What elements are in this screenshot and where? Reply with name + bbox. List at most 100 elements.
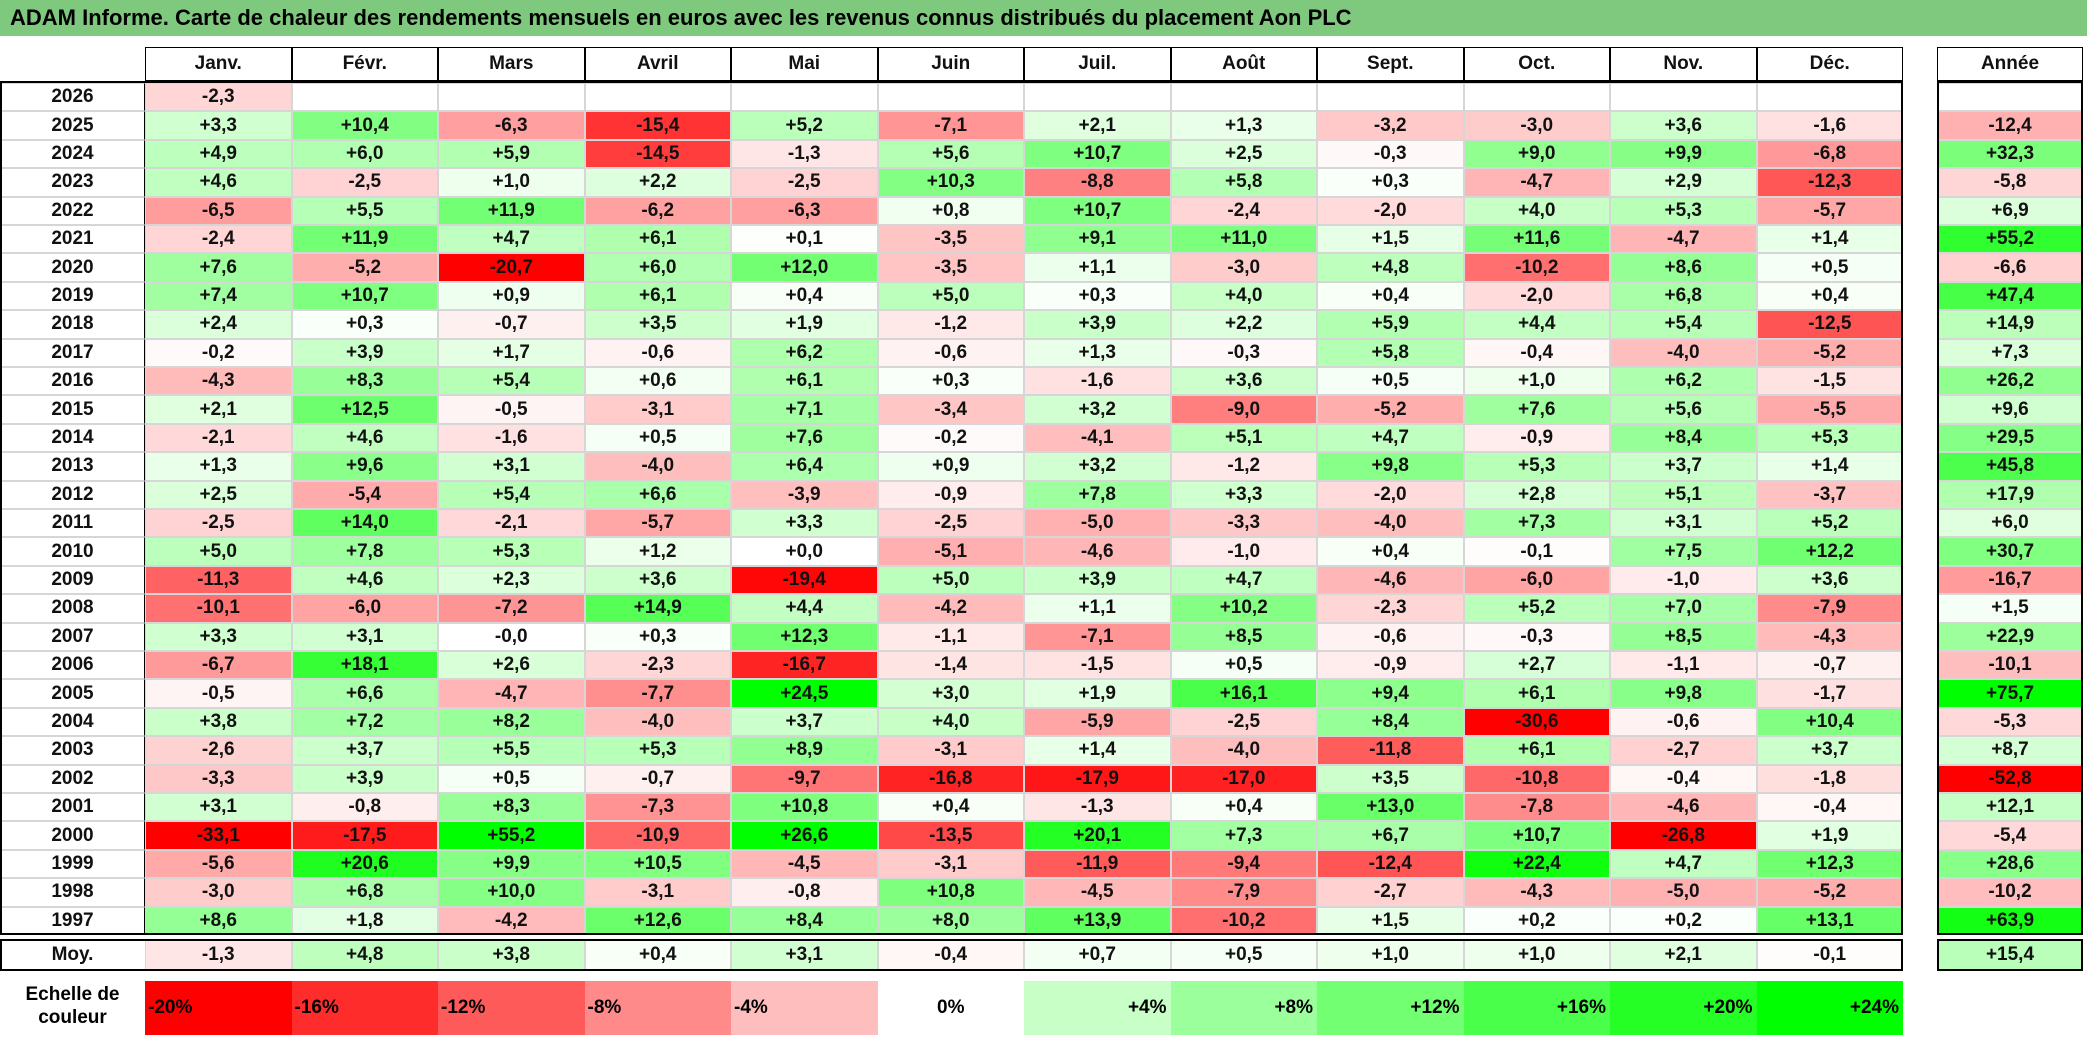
average-cell: +0,5	[1170, 939, 1317, 971]
annual-cell: +63,9	[1937, 906, 2083, 935]
heatmap-cell: +6,4	[731, 452, 878, 481]
heatmap-cell: -5,7	[584, 509, 731, 538]
heatmap-cell: -9,4	[1170, 849, 1317, 879]
average-cell: -1,3	[145, 939, 292, 971]
annual-cell: +32,3	[1937, 139, 2083, 169]
heatmap-cell: +8,2	[438, 707, 585, 737]
heatmap-cell: +1,4	[1756, 452, 1903, 481]
heatmap-cell: +9,0	[1463, 139, 1610, 169]
heatmap-cell: -3,1	[584, 878, 731, 907]
heatmap-cell: +1,9	[1024, 679, 1171, 708]
heatmap-cell: +3,1	[1610, 509, 1757, 538]
heatmap-cell: +10,5	[584, 849, 731, 879]
heatmap-cell: +8,0	[877, 906, 1024, 935]
heatmap-cell: -0,9	[1317, 651, 1464, 680]
heatmap-cell: +4,4	[1463, 310, 1610, 339]
heatmap-cell: +4,6	[145, 168, 292, 197]
heatmap-cell: -3,3	[1170, 509, 1317, 538]
heatmap-cell: -2,6	[145, 736, 292, 765]
heatmap-cell: +5,5	[438, 736, 585, 765]
heatmap-cell: -4,3	[1463, 878, 1610, 907]
heatmap-cell: +8,3	[291, 367, 438, 396]
heatmap-cell: +10,2	[1170, 594, 1317, 623]
heatmap-cell: +12,3	[731, 622, 878, 651]
heatmap-cell: -7,1	[877, 111, 1024, 140]
annual-header: Année	[1937, 47, 2083, 81]
heatmap-cell: -1,3	[731, 139, 878, 169]
heatmap-cell: -3,1	[584, 395, 731, 424]
heatmap-cell: +0,5	[1170, 651, 1317, 680]
heatmap-cell: +6,8	[1610, 281, 1757, 311]
heatmap-cell: +3,6	[584, 565, 731, 595]
heatmap-cell: +12,3	[1756, 849, 1903, 879]
heatmap-cell: +1,1	[1024, 253, 1171, 282]
heatmap-cell: -5,1	[877, 537, 1024, 566]
heatmap-cell: +8,4	[731, 906, 878, 935]
year-label: 2023	[0, 168, 145, 197]
heatmap-cell: -13,5	[877, 821, 1024, 850]
heatmap-cell: -0,3	[1170, 338, 1317, 367]
month-header: Mai	[731, 47, 878, 81]
heatmap-cell: +1,0	[438, 168, 585, 197]
heatmap-cell: -0,2	[145, 338, 292, 367]
heatmap-cell: -2,3	[145, 83, 292, 112]
heatmap-cell: +7,0	[1610, 594, 1757, 623]
heatmap-cell: +5,9	[438, 139, 585, 169]
heatmap-cell: -4,0	[584, 707, 731, 737]
heatmap-cell: -0,8	[731, 878, 878, 907]
heatmap-cell: +3,3	[145, 622, 292, 651]
year-label: 2017	[0, 338, 145, 367]
annual-cell: -5,8	[1937, 168, 2083, 197]
heatmap-cell: +0,9	[438, 281, 585, 311]
heatmap-cell: +1,4	[1756, 225, 1903, 254]
heatmap-cell: +5,2	[1463, 594, 1610, 623]
heatmap-cell: -10,8	[1463, 764, 1610, 793]
annual-cell: +47,4	[1937, 281, 2083, 311]
year-label: 2000	[0, 821, 145, 850]
heatmap-cell: +1,3	[1024, 338, 1171, 367]
heatmap-cell: -5,9	[1024, 707, 1171, 737]
heatmap-cell	[1610, 83, 1757, 112]
heatmap-cell: +5,0	[145, 537, 292, 566]
heatmap-cell: +11,6	[1463, 225, 1610, 254]
heatmap-cell: -3,0	[145, 878, 292, 907]
color-scale-label: Echelle de couleur	[25, 984, 120, 1028]
heatmap-cell: -16,7	[731, 651, 878, 680]
heatmap-cell: +8,3	[438, 793, 585, 822]
heatmap-cell: +3,9	[291, 764, 438, 793]
heatmap-cell: +2,4	[145, 310, 292, 339]
average-cell: +1,0	[1317, 939, 1464, 971]
heatmap-cell: +7,8	[1024, 480, 1171, 509]
heatmap-cell: +0,3	[291, 310, 438, 339]
heatmap-cell	[1463, 83, 1610, 112]
heatmap-cell: +12,6	[584, 906, 731, 935]
heatmap-cell: +5,0	[877, 281, 1024, 311]
month-header: Nov.	[1610, 47, 1757, 81]
heatmap-cell: -17,5	[291, 821, 438, 850]
heatmap-cell: -2,7	[1610, 736, 1757, 765]
heatmap-cell: -6,0	[1463, 565, 1610, 595]
heatmap-cell: -4,7	[438, 679, 585, 708]
year-label: 2015	[0, 395, 145, 424]
heatmap-cell: -2,1	[145, 423, 292, 453]
heatmap-cell: -12,5	[1756, 310, 1903, 339]
year-label: 2006	[0, 651, 145, 680]
heatmap-cell: +3,7	[1756, 736, 1903, 765]
color-scale-swatch: -16%	[291, 981, 438, 1035]
heatmap-cell: -1,7	[1756, 679, 1903, 708]
annual-cell: +14,9	[1937, 310, 2083, 339]
heatmap-cell: +10,4	[1756, 707, 1903, 737]
color-scale-swatch: -12%	[438, 981, 585, 1035]
annual-cell: +17,9	[1937, 480, 2083, 509]
heatmap-cell: -0,9	[877, 480, 1024, 509]
heatmap-cell: +11,9	[438, 196, 585, 225]
average-cell: -0,4	[877, 939, 1024, 971]
heatmap-cell: +6,6	[291, 679, 438, 708]
heatmap-cell: +0,4	[1756, 281, 1903, 311]
heatmap-cell: -11,8	[1317, 736, 1464, 765]
month-header: Déc.	[1756, 47, 1903, 81]
year-label: 2009	[0, 565, 145, 595]
heatmap-cell: +3,9	[1024, 565, 1171, 595]
heatmap-cell: +5,3	[438, 537, 585, 566]
annual-cell: +55,2	[1937, 225, 2083, 254]
